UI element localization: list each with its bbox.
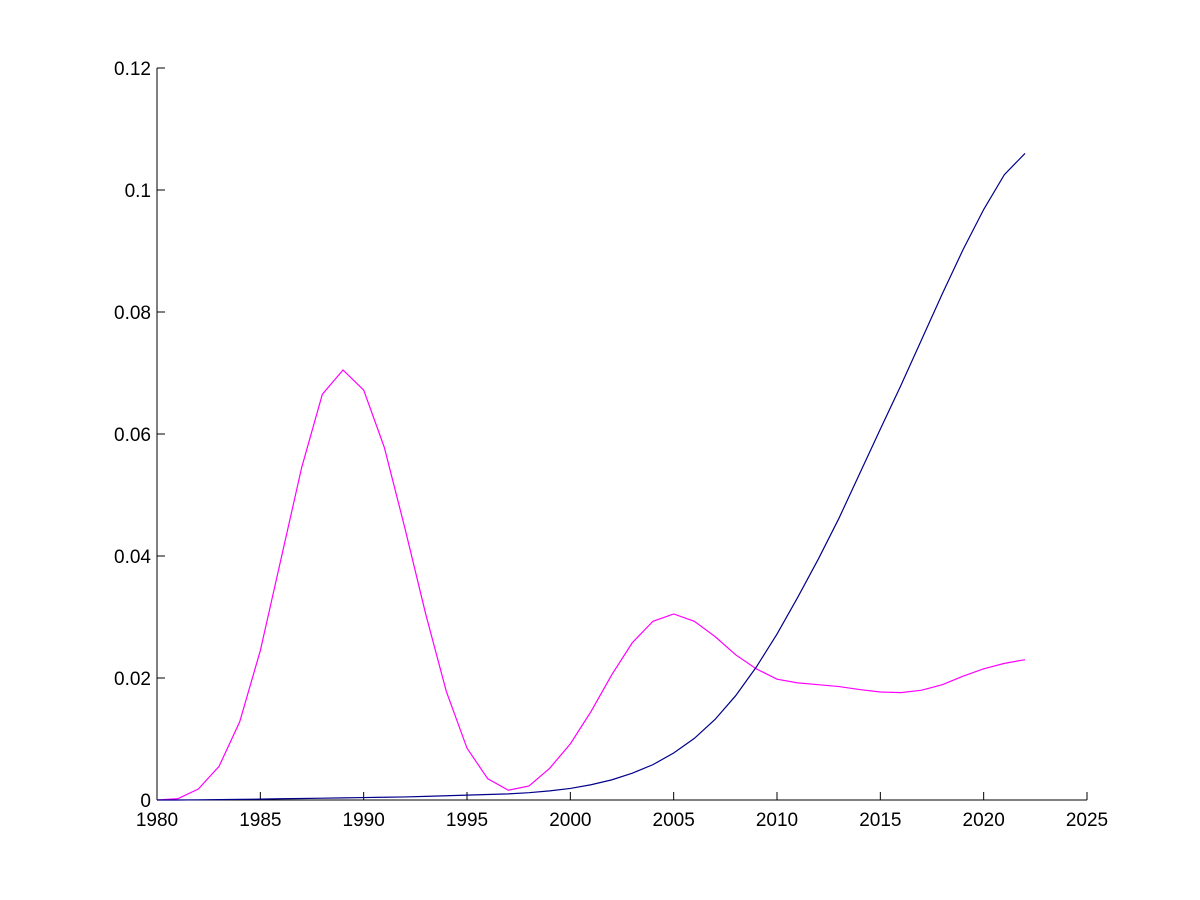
x-tick-label: 2025 [1066, 810, 1108, 831]
x-tick-label: 1985 [239, 810, 281, 831]
x-tick-label: 2000 [549, 810, 591, 831]
x-tick-label: 1990 [343, 810, 385, 831]
series-line-2 [157, 152, 1026, 801]
x-tick-label: 1980 [136, 810, 178, 831]
axes: 1980 1985 1990 1995 2000 2005 2010 2015 2020 2025… [114, 59, 1108, 831]
y-tick-label: 0.02 [114, 669, 151, 690]
y-tick-label: 0.08 [114, 303, 151, 324]
x-tick-label: 2020 [963, 810, 1005, 831]
x-tick-label: 1995 [446, 810, 488, 831]
x-tick-label: 2010 [756, 810, 798, 831]
series-line-1 [156, 369, 1026, 801]
y-tick-label: 0.1 [125, 181, 151, 202]
y-tick-label: 0 [140, 791, 151, 812]
x-tick-label: 2005 [653, 810, 695, 831]
y-tick-label: 0.12 [114, 59, 151, 80]
y-tick-label: 0.06 [114, 425, 151, 446]
y-tick-label: 0.04 [114, 547, 151, 568]
series-layer [156, 152, 1026, 801]
x-tick-label: 2015 [859, 810, 901, 831]
